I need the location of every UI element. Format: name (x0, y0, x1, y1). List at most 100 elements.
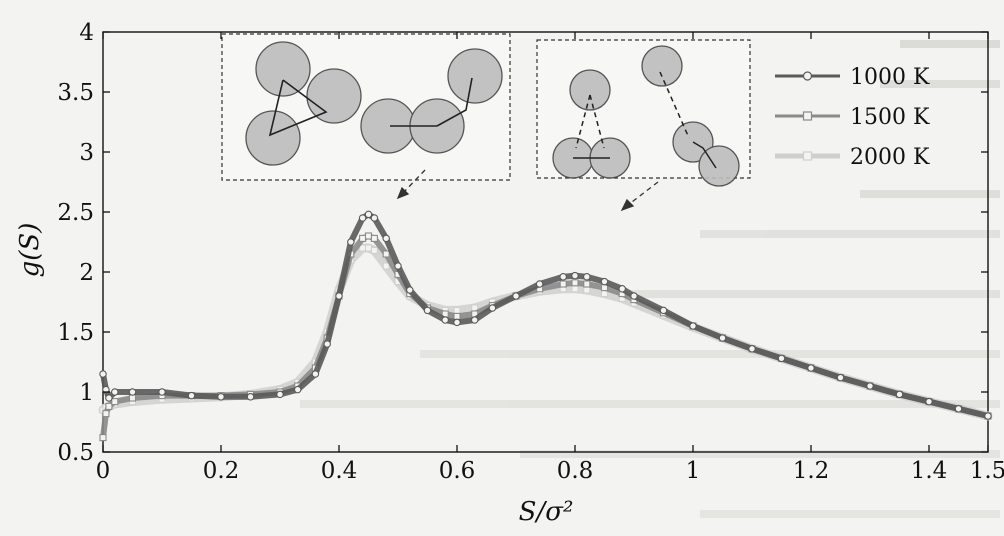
data-point (748, 345, 756, 353)
y-tick-label: 1.5 (57, 320, 94, 346)
y-axis-label: g(S) (15, 223, 45, 278)
data-point (335, 292, 343, 300)
data-point (99, 370, 107, 378)
data-point (364, 244, 373, 252)
y-tick-label: 3.5 (57, 80, 94, 106)
data-point (470, 316, 479, 324)
data-point (99, 434, 107, 442)
x-tick-label: 0 (96, 458, 111, 484)
series-line (98, 243, 993, 421)
data-point (102, 410, 110, 418)
data-point (441, 316, 449, 324)
data-point (370, 214, 379, 222)
data-point (618, 285, 626, 293)
legend-marker (802, 111, 813, 121)
data-point (128, 394, 137, 402)
data-point (600, 277, 609, 286)
data-point (571, 279, 579, 287)
data-point (311, 370, 320, 378)
data-point (370, 234, 378, 242)
data-point (807, 364, 815, 372)
data-point (347, 238, 355, 246)
data-point (359, 234, 367, 242)
data-point (217, 393, 225, 401)
x-tick-label: 0.6 (439, 458, 476, 484)
data-point (370, 246, 378, 254)
y-tick-label: 1 (79, 380, 94, 406)
x-tick-label: 0.8 (557, 458, 594, 484)
data-point (111, 388, 119, 396)
data-point (583, 280, 591, 288)
data-point (105, 394, 113, 402)
y-tick-label: 0.5 (57, 440, 94, 466)
data-point (453, 306, 461, 314)
y-tick-label: 2.5 (57, 200, 94, 226)
x-tick-label: 1.5 (970, 458, 1004, 484)
data-point (571, 285, 579, 293)
legend-label: 1500 K (850, 105, 930, 130)
data-point (836, 373, 845, 382)
x-axis-label: S/σ² (519, 497, 574, 527)
y-tick-label: 3 (79, 140, 94, 166)
data-point (293, 385, 302, 394)
x-tick-label: 0.4 (321, 458, 358, 484)
y-tick-label: 2 (79, 260, 94, 286)
background-bleed-text (300, 40, 1000, 518)
x-tick-label: 1.4 (911, 458, 948, 484)
legend-marker (802, 151, 813, 161)
inset-left (221, 33, 511, 181)
legend-marker (802, 71, 813, 81)
data-point (453, 318, 461, 327)
plot-frame (102, 31, 989, 453)
x-tick-label: 1.2 (793, 458, 830, 484)
data-point (600, 290, 609, 298)
data-point (276, 390, 284, 399)
inset-right (536, 39, 751, 187)
data-point (535, 280, 544, 288)
data-point (102, 385, 110, 394)
data-point (246, 393, 255, 401)
data-point (984, 412, 992, 420)
data-point (406, 286, 414, 294)
data-point (583, 273, 591, 281)
data-point (559, 273, 567, 281)
data-point (925, 397, 933, 406)
series-layer (98, 210, 993, 442)
data-point (323, 340, 331, 348)
data-point (866, 382, 874, 390)
data-point (512, 292, 520, 300)
data-point (111, 398, 119, 406)
data-point (364, 232, 373, 240)
data-point (128, 388, 137, 396)
data-point (954, 405, 963, 413)
data-point (583, 286, 591, 294)
data-point (488, 304, 497, 312)
data-point (630, 292, 638, 300)
data-point (559, 280, 567, 288)
data-point (105, 402, 113, 410)
data-point (382, 262, 390, 270)
x-tick-label: 1 (686, 458, 701, 484)
data-point (382, 234, 390, 243)
data-point (718, 334, 727, 342)
data-point (659, 306, 668, 315)
data-point (689, 322, 697, 330)
data-point (777, 354, 786, 363)
data-point (382, 250, 390, 258)
legend-label: 1000 K (850, 65, 930, 90)
data-point (358, 214, 367, 222)
data-point (895, 390, 904, 399)
y-tick-label: 4 (79, 20, 94, 46)
x-tick-label: 0.2 (203, 458, 240, 484)
data-point (453, 312, 461, 320)
inset-arrows (396, 169, 659, 212)
legend: 1000 K 1500 K 2000 K (775, 65, 930, 170)
data-point (571, 271, 579, 280)
data-point (423, 306, 432, 315)
axis-layer: 0 0.2 0.4 0.6 0.8 1 1.2 1.4 1.5 0.5 1 1.5 2 2.5 3 3.5 4 (57, 20, 1004, 484)
data-point (187, 391, 196, 400)
data-point (394, 262, 402, 270)
legend-label: 2000 K (850, 145, 930, 170)
data-point (364, 210, 373, 219)
